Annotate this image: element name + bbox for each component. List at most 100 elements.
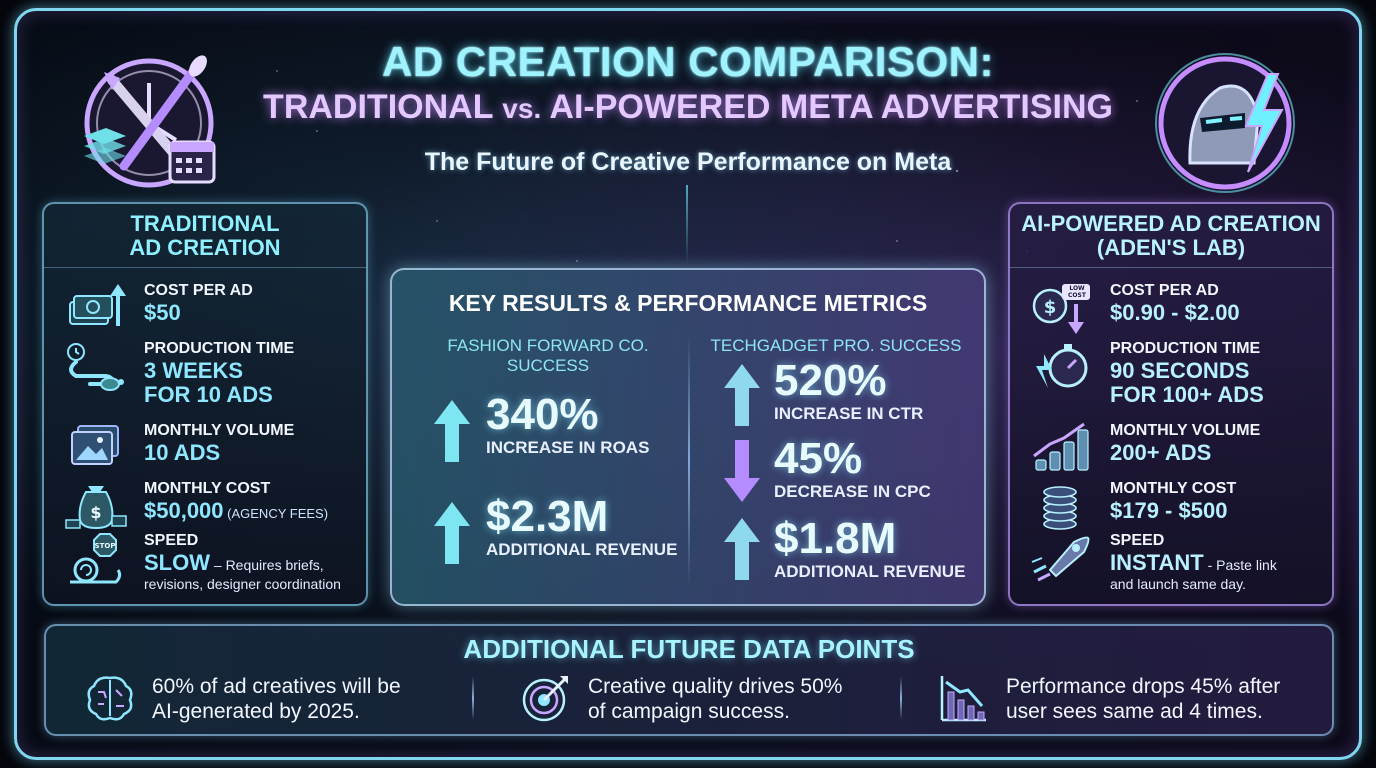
ai-heading: AI-POWERED AD CREATION (ADEN'S LAB) <box>1010 204 1332 268</box>
arrow-up-icon <box>724 364 760 426</box>
ai-speed-note-a: - Paste link <box>1203 557 1277 573</box>
stopwatch-icon <box>1036 344 1088 388</box>
trad-speed-note-a: – Requires briefs, <box>210 557 324 573</box>
future-point-1-line1: 60% of ad creatives will be <box>152 675 401 698</box>
ai-production-time-label: PRODUCTION TIME <box>1110 340 1261 357</box>
clock-turtle-icon <box>67 343 124 391</box>
case1-roas-value: 340% <box>486 390 599 439</box>
svg-text:$: $ <box>90 503 101 522</box>
case2-metric-revenue: $1.8M ADDITIONAL REVENUE <box>774 516 965 582</box>
arrow-up-icon <box>434 502 470 564</box>
case2-cpc-value: 45% <box>774 434 863 483</box>
case1-title-line2: SUCCESS <box>506 356 590 375</box>
trad-monthly-volume-label: MONTHLY VOLUME <box>144 422 295 439</box>
coin-down-icon: $ <box>1032 284 1090 334</box>
future-data-heading: ADDITIONAL FUTURE DATA POINTS <box>463 634 915 664</box>
trad-speed-value: SLOW – Requires briefs, <box>144 551 324 577</box>
title-ai: AI-POWERED META ADVERTISING <box>541 88 1113 126</box>
target-icon <box>522 676 568 722</box>
ai-heading-line2: (ADEN'S LAB) <box>1096 235 1246 260</box>
main-subtitle-line: TRADITIONAL vs. AI-POWERED META ADVERTIS… <box>0 88 1376 127</box>
svg-text:STOP: STOP <box>95 542 116 550</box>
traditional-panel: TRADITIONAL AD CREATION COST PER AD $50 … <box>42 202 368 606</box>
traditional-heading-line1: TRADITIONAL <box>130 211 280 236</box>
case2-cpc-desc: DECREASE IN CPC <box>774 482 931 501</box>
trad-production-time-line2: FOR 10 ADS <box>144 382 273 407</box>
declining-chart-icon <box>940 676 986 722</box>
future-point-2-line1: Creative quality drives 50% <box>588 675 843 698</box>
ai-speed-value: INSTANT - Paste link <box>1110 551 1277 577</box>
ai-monthly-cost-value: $179 - $500 <box>1110 498 1228 523</box>
growth-coins-icon <box>1033 422 1089 471</box>
case1-roas-desc: INCREASE IN ROAS <box>486 438 650 457</box>
future-separator <box>900 676 902 720</box>
ai-panel: AI-POWERED AD CREATION (ADEN'S LAB) $ LO… <box>1008 202 1334 606</box>
money-up-icon <box>69 284 126 326</box>
future-point-3-line1: Performance drops 45% after <box>1006 675 1281 698</box>
case1-title-line1: FASHION FORWARD CO. <box>447 336 649 355</box>
arrow-up-icon <box>724 518 760 580</box>
traditional-tools-icon <box>84 55 216 188</box>
money-bag-icon: $ <box>65 486 127 530</box>
ai-production-time-line2: FOR 100+ ADS <box>1110 382 1264 407</box>
ai-cost-per-ad-value: $0.90 - $2.00 <box>1110 300 1240 325</box>
traditional-heading: TRADITIONAL AD CREATION <box>44 204 366 268</box>
case2-ctr-value: 520% <box>774 356 887 405</box>
trad-speed-note-b: revisions, designer coordination <box>144 576 341 592</box>
brain-circuit-icon <box>87 676 133 721</box>
case1-revenue-desc: ADDITIONAL REVENUE <box>486 540 678 559</box>
key-results-heading: KEY RESULTS & PERFORMANCE METRICS <box>448 290 928 316</box>
main-title: AD CREATION COMPARISON: <box>382 38 994 85</box>
snail-stop-icon: STOP <box>70 533 122 584</box>
ai-heading-line1: AI-POWERED AD CREATION <box>1021 211 1321 236</box>
ai-robot-icon <box>1155 53 1295 193</box>
trad-production-time-value: 3 WEEKS FOR 10 ADS <box>144 359 273 407</box>
future-point-2-line2: of campaign success. <box>588 700 790 723</box>
case1-revenue-value: $2.3M <box>486 492 609 541</box>
low-cost-badge: LOW COST <box>1068 285 1086 299</box>
case2-revenue-value: $1.8M <box>774 514 897 563</box>
key-results-panel: KEY RESULTS & PERFORMANCE METRICS FASHIO… <box>390 268 986 606</box>
future-point-3-text: Performance drops 45% after user sees sa… <box>1006 674 1306 724</box>
future-point-3-line2: user sees same ad 4 times. <box>1006 700 1263 723</box>
case2-title: TECHGADGET PRO. SUCCESS <box>710 336 962 355</box>
trad-speed-word: SLOW <box>144 550 210 575</box>
case1-title: FASHION FORWARD CO. SUCCESS <box>432 336 664 376</box>
title-traditional: TRADITIONAL <box>263 88 503 126</box>
traditional-heading-line2: AD CREATION <box>129 235 281 260</box>
case2-metric-ctr: 520% INCREASE IN CTR <box>774 358 923 424</box>
header-divider <box>686 185 688 265</box>
coin-stack-icon <box>1043 486 1077 530</box>
future-point-2-text: Creative quality drives 50% of campaign … <box>588 674 888 724</box>
arrow-up-icon <box>434 400 470 462</box>
tagline: The Future of Creative Performance on Me… <box>424 148 952 176</box>
case1-metric-roas: 340% INCREASE IN ROAS <box>486 392 649 458</box>
trad-monthly-cost-amount: $50,000 <box>144 498 224 523</box>
ai-speed-word: INSTANT <box>1110 550 1204 575</box>
trad-monthly-volume-value: 10 ADS <box>144 440 221 465</box>
image-stack-icon <box>71 425 119 465</box>
case2-revenue-desc: ADDITIONAL REVENUE <box>774 562 966 581</box>
future-point-1-text: 60% of ad creatives will be AI-generated… <box>152 674 452 724</box>
ai-speed-note-b: and launch same day. <box>1110 576 1246 592</box>
trad-cost-per-ad-label: COST PER AD <box>144 282 253 299</box>
ai-speed-label: SPEED <box>1110 532 1165 549</box>
case2-ctr-desc: INCREASE IN CTR <box>774 404 924 423</box>
trad-monthly-cost-label: MONTHLY COST <box>144 480 271 497</box>
case1-metric-revenue: $2.3M ADDITIONAL REVENUE <box>486 494 677 560</box>
future-separator <box>472 676 474 720</box>
ai-monthly-volume-label: MONTHLY VOLUME <box>1110 422 1261 439</box>
ai-cost-per-ad-label: COST PER AD <box>1110 282 1219 299</box>
case2-metric-cpc: 45% DECREASE IN CPC <box>774 436 931 502</box>
ai-production-time-value: 90 SECONDS FOR 100+ ADS <box>1110 359 1264 407</box>
future-point-1-line2: AI-generated by 2025. <box>152 700 360 723</box>
arrow-down-icon <box>724 440 760 502</box>
trad-speed-label: SPEED <box>144 532 199 549</box>
ai-production-time-line1: 90 SECONDS <box>1110 358 1250 383</box>
svg-text:$: $ <box>1044 297 1057 318</box>
trad-monthly-cost-note: (AGENCY FEES) <box>223 506 329 521</box>
trad-production-time-line1: 3 WEEKS <box>144 358 244 383</box>
key-results-divider <box>688 336 690 586</box>
future-data-panel: ADDITIONAL FUTURE DATA POINTS 60% of ad … <box>44 624 1334 736</box>
trad-monthly-cost-value: $50,000 (AGENCY FEES) <box>144 499 328 526</box>
